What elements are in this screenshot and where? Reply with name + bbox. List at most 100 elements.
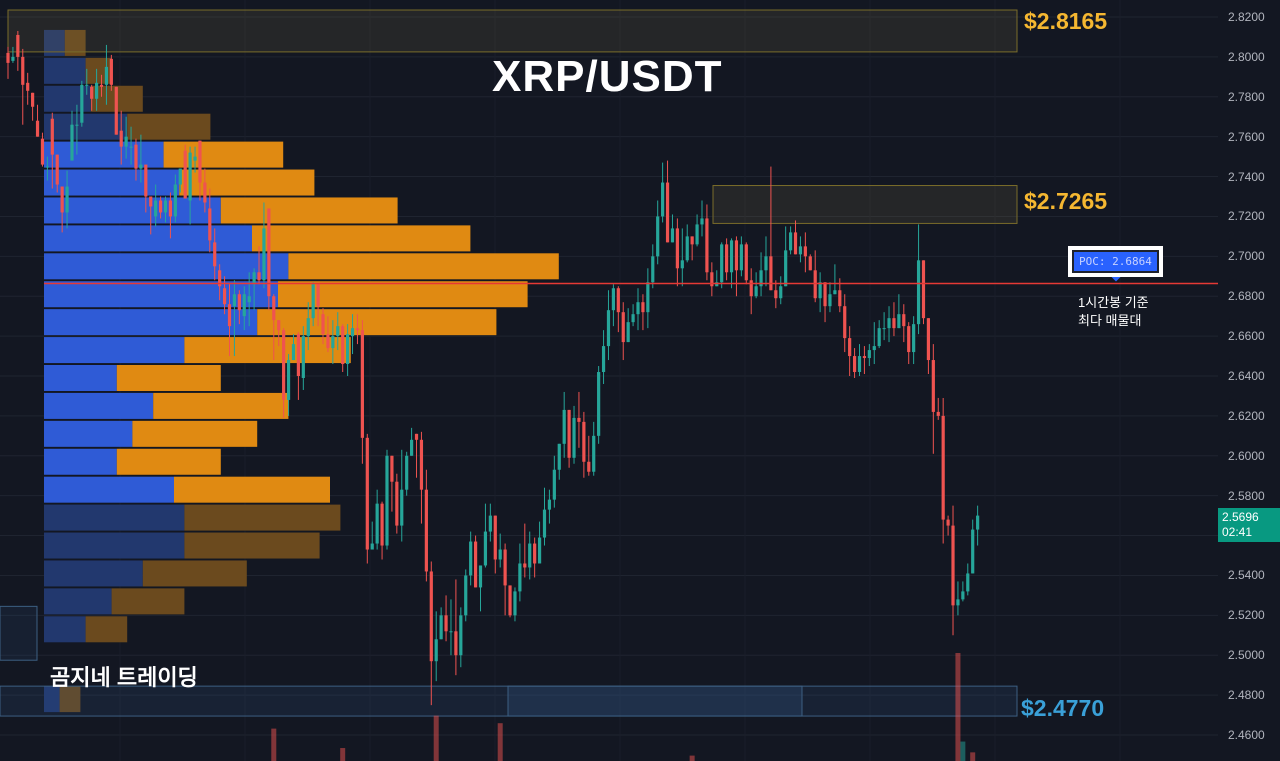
price-tick-label: 2.4800 <box>1228 688 1265 703</box>
candle-body <box>838 290 842 307</box>
volume-profile-sell-bar <box>252 225 471 252</box>
poc-note: 1시간봉 기준 최다 매물대 <box>1078 294 1208 330</box>
candle-body <box>75 124 79 126</box>
candle-body <box>227 304 232 327</box>
candle-body <box>961 591 965 600</box>
volume-bar <box>433 715 439 761</box>
candle-countdown: 02:41 <box>1222 525 1253 539</box>
candle-body <box>173 184 177 217</box>
candle-body <box>163 200 168 213</box>
volume-profile-buy-bar <box>44 253 289 280</box>
candle-body <box>193 156 197 161</box>
price-tick-label: 2.7200 <box>1228 209 1265 224</box>
volume-profile-buy-bar <box>44 197 221 224</box>
candle-body <box>720 244 724 283</box>
volume-profile-buy-bar <box>44 337 185 364</box>
candle-body <box>744 244 748 281</box>
candle-body <box>454 631 458 656</box>
candle-body <box>104 66 109 85</box>
candle-body <box>286 360 291 400</box>
candle-body <box>852 356 857 373</box>
candle-body <box>641 302 645 313</box>
candle-body <box>759 270 763 287</box>
volume-profile-sell-bar <box>278 281 528 308</box>
price-tick-label: 2.5400 <box>1228 568 1265 583</box>
volume-profile-buy-bar <box>44 57 86 84</box>
candle-body <box>828 294 832 307</box>
candle-body <box>375 503 379 544</box>
price-tick-label: 2.8000 <box>1228 49 1265 64</box>
candle-body <box>754 286 758 297</box>
candle-body <box>301 336 305 378</box>
volume-profile-buy-bar <box>44 225 252 252</box>
volume-bar <box>960 741 966 761</box>
candle-body <box>493 515 497 560</box>
candle-body <box>739 244 743 271</box>
candle-body <box>626 322 630 343</box>
candle-body <box>90 86 94 99</box>
candle-body <box>700 218 704 225</box>
support-level-label: $2.4770 <box>1021 695 1105 721</box>
candle-body <box>577 417 581 422</box>
candle-body <box>473 541 478 588</box>
candle-body <box>35 120 40 137</box>
candle-body <box>597 372 601 436</box>
volume-profile-sell-bar <box>184 532 320 559</box>
candle-body <box>784 250 788 287</box>
volume-bar <box>955 653 961 761</box>
candle-body <box>6 52 10 63</box>
volume-profile-buy-bar <box>44 616 86 643</box>
candle-body <box>26 82 30 91</box>
candle-body <box>370 543 374 550</box>
support-zone <box>507 685 803 717</box>
candle-body <box>646 282 650 313</box>
candle-body <box>16 34 20 57</box>
volume-profile-buy-bar <box>44 141 164 168</box>
candle-body <box>360 330 364 438</box>
volume-profile-sell-bar <box>220 197 398 224</box>
candle-body <box>705 218 709 273</box>
price-tick-label: 2.7000 <box>1228 249 1265 264</box>
candle-body <box>483 531 488 566</box>
candle-body <box>587 461 591 472</box>
candle-body <box>498 549 502 560</box>
candle-body <box>902 314 906 327</box>
candle-body <box>488 515 492 532</box>
volume-profile-sell-bar <box>184 337 351 364</box>
candle-body <box>459 615 463 656</box>
candle-body <box>823 282 827 307</box>
candle-body <box>331 336 335 349</box>
price-tick-label: 2.5000 <box>1228 648 1265 663</box>
volume-profile-sell-bar <box>153 392 289 419</box>
candle-body <box>675 228 679 269</box>
candle-body <box>764 256 768 271</box>
candle-body <box>478 565 483 588</box>
candle-body <box>916 260 921 325</box>
price-tick-label: 2.6800 <box>1228 289 1265 304</box>
candle-body <box>365 437 369 550</box>
volume-profile-sell-bar <box>127 113 211 140</box>
candle-body <box>45 166 49 168</box>
candle-body <box>537 537 542 564</box>
candle-body <box>70 124 74 161</box>
candle-body <box>222 288 227 305</box>
volume-profile-buy-bar <box>44 560 143 587</box>
candle-body <box>257 272 261 281</box>
candle-body <box>208 208 212 241</box>
volume-profile-sell-bar <box>184 504 341 531</box>
candle-body <box>912 324 916 353</box>
candle-body <box>606 310 611 347</box>
candle-body <box>542 509 547 538</box>
candle-body <box>242 294 246 317</box>
volume-profile-buy-bar <box>44 364 117 391</box>
poc-note-line: 1시간봉 기준 <box>1078 295 1149 310</box>
price-tick-label: 2.6200 <box>1228 408 1265 423</box>
last-price-value: 2.5696 <box>1222 510 1259 524</box>
candle-body <box>833 290 837 295</box>
volume-profile-buy-bar <box>44 588 112 615</box>
candle-body <box>892 318 896 329</box>
candle-body <box>601 346 606 373</box>
candle-body <box>926 318 931 361</box>
volume-profile-buy-bar <box>44 113 128 140</box>
